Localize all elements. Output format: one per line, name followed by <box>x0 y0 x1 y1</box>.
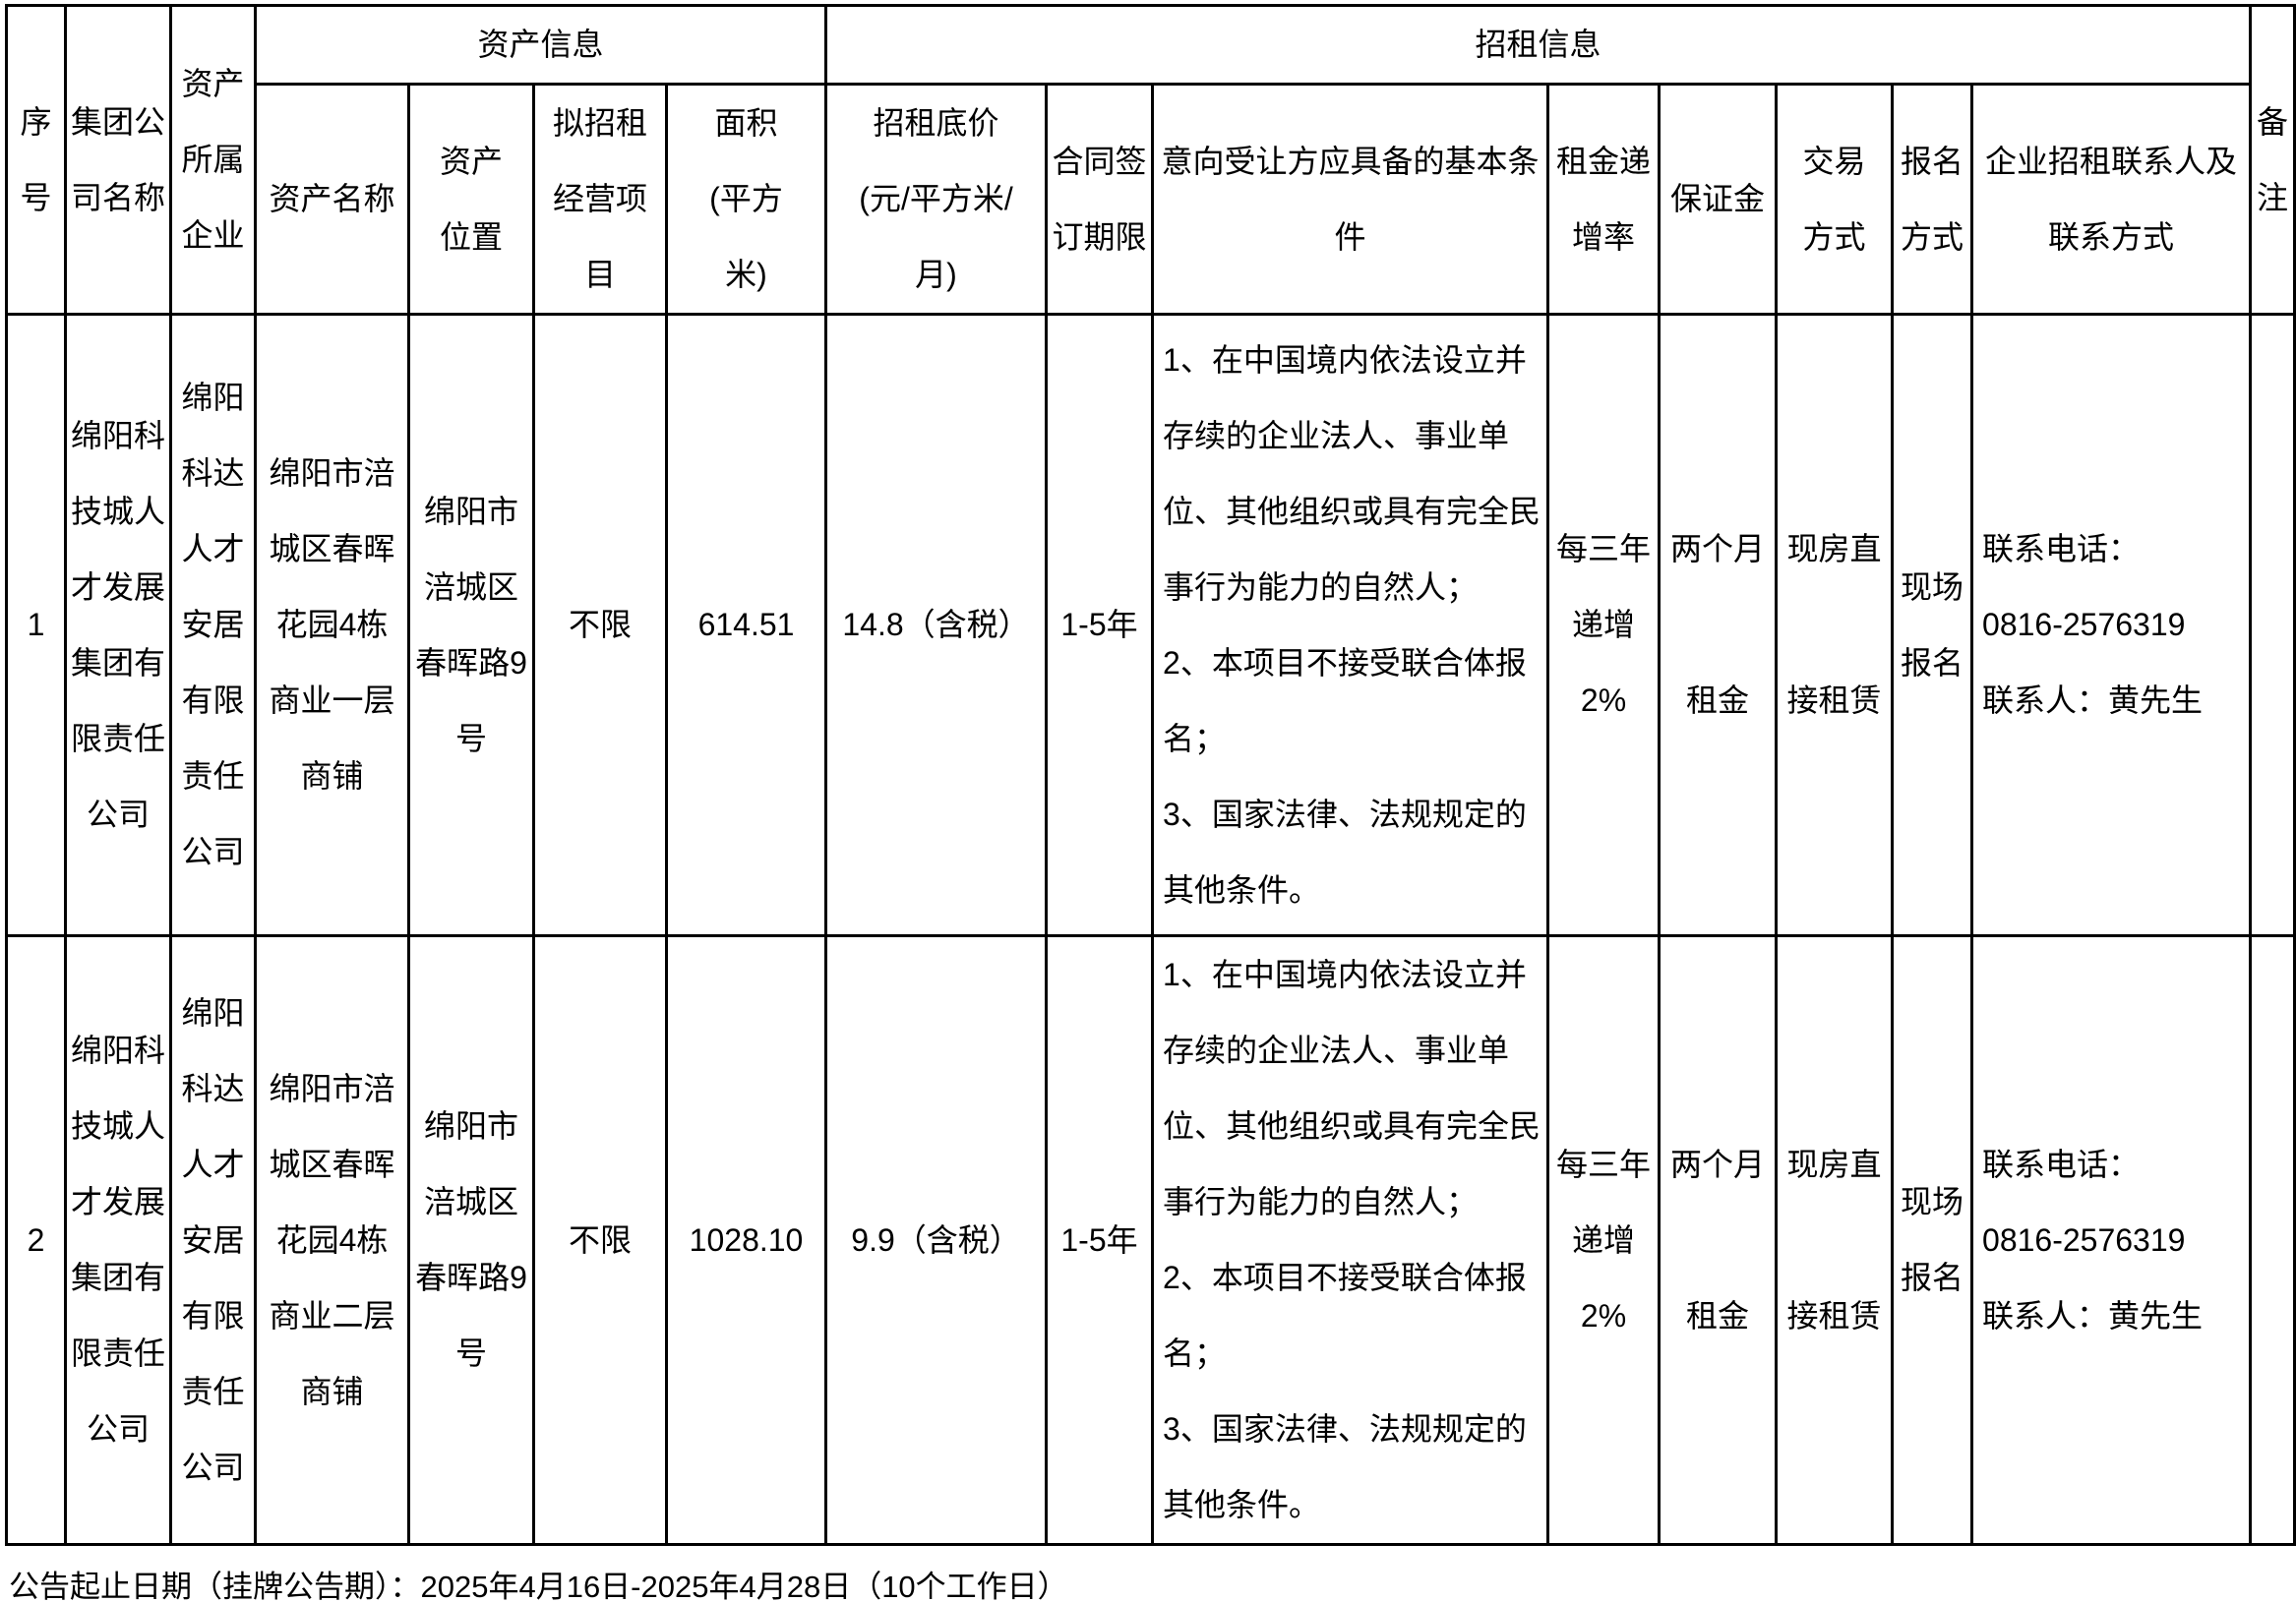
header-row-no: 序 号 <box>5 4 67 316</box>
header-registration-method: 报名 方式 <box>1891 83 1974 316</box>
group-company-cell: 绵阳科 技城人 才发展 集团有 限责任 公司 <box>64 313 172 937</box>
asset-name-cell: 绵阳市涪 城区春晖 花园4栋 商业二层 商铺 <box>254 934 410 1546</box>
area-cell: 614.51 <box>664 313 828 937</box>
header-conditions: 意向受让方应具备的基本条 件 <box>1151 83 1550 316</box>
registration-method-cell: 现场 报名 <box>1891 934 1974 1546</box>
asset-owner-cell: 绵阳 科达 人才 安居 有限 责任 公司 <box>169 934 257 1546</box>
table-row: 2 绵阳科 技城人 才发展 集团有 限责任 公司 绵阳 科达 人才 安居 有限 … <box>5 934 2296 1546</box>
header-asset-name: 资产名称 <box>254 83 410 316</box>
contract-term-cell: 1-5年 <box>1045 313 1155 937</box>
contact-cell: 联系电话： 0816-2576319 联系人：黄先生 <box>1970 313 2253 937</box>
conditions-cell: 1、在中国境内依法设立并 存续的企业法人、事业单 位、其他组织或具有完全民 事行… <box>1151 313 1550 937</box>
header-group-company: 集团公 司名称 <box>64 4 172 316</box>
header-planned-business: 拟招租 经营项 目 <box>532 83 668 316</box>
table-row: 1 绵阳科 技城人 才发展 集团有 限责任 公司 绵阳 科达 人才 安居 有限 … <box>5 313 2296 937</box>
transaction-method-cell: 现房直 接租赁 <box>1775 934 1895 1546</box>
asset-owner-cell: 绵阳 科达 人才 安居 有限 责任 公司 <box>169 313 257 937</box>
header-group-asset-info: 资产信息 <box>253 4 828 86</box>
row-no-cell: 1 <box>5 313 67 937</box>
planned-business-cell: 不限 <box>532 934 668 1546</box>
remarks-cell <box>2249 934 2296 1546</box>
header-transaction-method: 交易 方式 <box>1775 83 1895 316</box>
header-contact: 企业招租联系人及 联系方式 <box>1970 83 2253 316</box>
header-rent-increase: 租金递 增率 <box>1546 83 1662 316</box>
group-company-cell: 绵阳科 技城人 才发展 集团有 限责任 公司 <box>64 934 172 1546</box>
row-no-cell: 2 <box>5 934 67 1546</box>
rent-increase-cell: 每三年 递增 2% <box>1546 313 1662 937</box>
header-area: 面积 (平方 米) <box>664 83 828 316</box>
header-remarks: 备 注 <box>2249 4 2296 316</box>
planned-business-cell: 不限 <box>532 313 668 937</box>
leasing-table: 序 号 集团公 司名称 资产 所属 企业 资产信息 招租信息 备 注 资产名称 … <box>5 4 2296 1546</box>
area-cell: 1028.10 <box>664 934 828 1546</box>
asset-location-cell: 绵阳市 涪城区 春晖路9 号 <box>407 313 535 937</box>
header-deposit: 保证金 <box>1658 83 1779 316</box>
header-asset-location: 资产 位置 <box>407 83 535 316</box>
deposit-cell: 两个月 租金 <box>1658 313 1779 937</box>
deposit-cell: 两个月 租金 <box>1658 934 1779 1546</box>
registration-method-cell: 现场 报名 <box>1891 313 1974 937</box>
header-group-lease-info: 招租信息 <box>824 4 2253 86</box>
header-base-price: 招租底价 (元/平方米/ 月) <box>824 83 1049 316</box>
rent-increase-cell: 每三年 递增 2% <box>1546 934 1662 1546</box>
header-contract-term: 合同签 订期限 <box>1045 83 1155 316</box>
conditions-cell: 1、在中国境内依法设立并 存续的企业法人、事业单 位、其他组织或具有完全民 事行… <box>1151 934 1550 1546</box>
contact-cell: 联系电话： 0816-2576319 联系人：黄先生 <box>1970 934 2253 1546</box>
asset-name-cell: 绵阳市涪 城区春晖 花园4栋 商业一层 商铺 <box>254 313 410 937</box>
base-price-cell: 14.8（含税） <box>824 313 1049 937</box>
contract-term-cell: 1-5年 <box>1045 934 1155 1546</box>
asset-location-cell: 绵阳市 涪城区 春晖路9 号 <box>407 934 535 1546</box>
transaction-method-cell: 现房直 接租赁 <box>1775 313 1895 937</box>
announcement-period: 公告起止日期（挂牌公告期）：2025年4月16日-2025年4月28日（10个工… <box>9 1570 1068 1602</box>
header-asset-owner: 资产 所属 企业 <box>169 4 257 316</box>
base-price-cell: 9.9（含税） <box>824 934 1049 1546</box>
remarks-cell <box>2249 313 2296 937</box>
